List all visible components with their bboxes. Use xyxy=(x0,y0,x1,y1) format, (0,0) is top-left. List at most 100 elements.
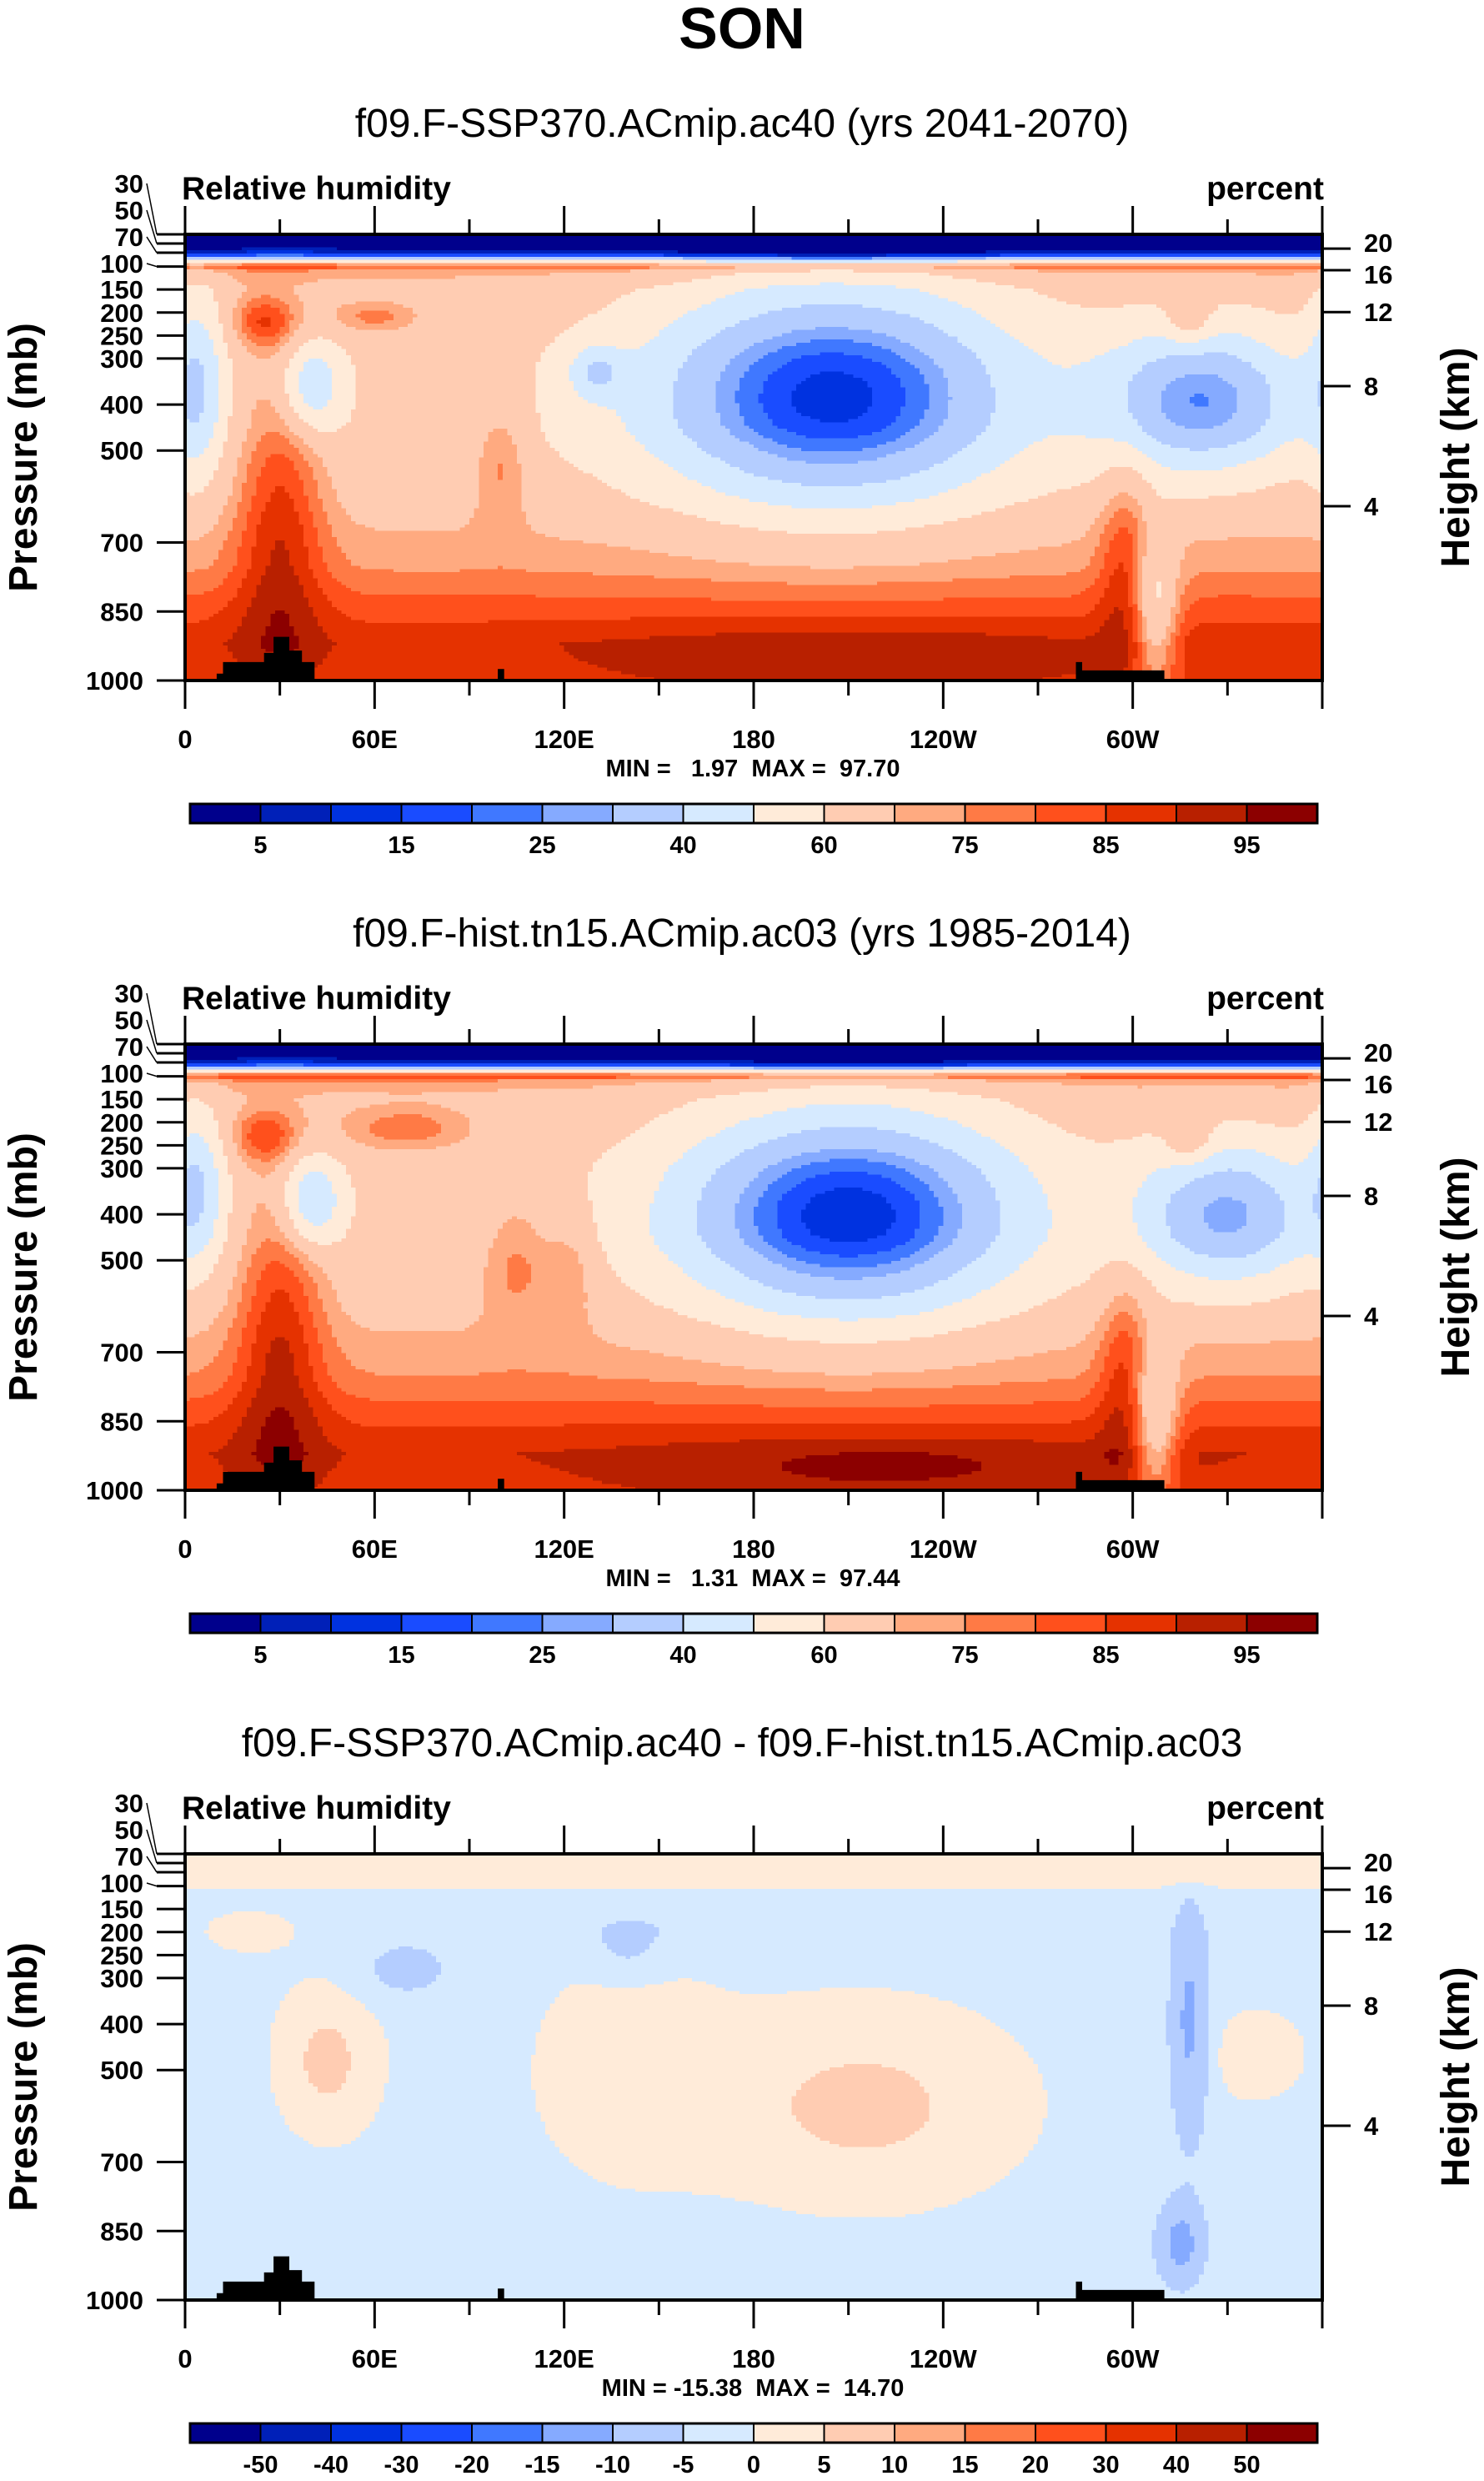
contour-cell xyxy=(1142,1442,1152,1447)
contour-cell xyxy=(223,448,243,452)
contour-cell xyxy=(185,485,205,490)
contour-cell xyxy=(1132,1263,1171,1268)
contour-cell xyxy=(270,294,299,299)
contour-cell xyxy=(242,310,253,315)
contour-cell xyxy=(284,1190,299,1195)
contour-cell xyxy=(1113,1372,1129,1377)
contour-cell xyxy=(1185,1391,1323,1395)
contour-cell xyxy=(715,1171,760,1176)
contour-cell xyxy=(185,1149,210,1153)
contour-cell xyxy=(800,1219,897,1223)
contour-cell xyxy=(1161,1468,1171,1472)
contour-cell xyxy=(303,1155,333,1160)
contour-cell xyxy=(734,355,764,359)
contour-cell xyxy=(318,585,347,589)
contour-cell xyxy=(630,1072,764,1077)
contour-cell xyxy=(232,310,243,315)
contour-cell xyxy=(777,253,887,258)
contour-cell xyxy=(1137,555,1143,560)
contour-cell xyxy=(284,434,299,439)
contour-cell xyxy=(185,1302,228,1306)
contour-cell xyxy=(1203,1174,1257,1179)
contour-cell xyxy=(237,1349,253,1354)
contour-cell xyxy=(246,1312,262,1316)
contour-cell xyxy=(232,1276,248,1281)
contour-cell xyxy=(1189,399,1210,404)
contour-cell xyxy=(218,1461,262,1466)
contour-cell xyxy=(673,282,821,286)
contour-cell xyxy=(185,511,224,515)
contour-cell xyxy=(957,1474,1129,1479)
contour-cell xyxy=(1132,588,1138,592)
contour-cell xyxy=(905,1241,930,1246)
contour-cell xyxy=(687,1273,745,1278)
contour-cell xyxy=(1137,588,1143,592)
contour-cell xyxy=(228,1337,243,1341)
contour-cell xyxy=(1180,1433,1191,1437)
contour-cell xyxy=(185,460,219,465)
contour-cell xyxy=(318,664,599,669)
contour-cell xyxy=(274,1407,285,1412)
contour-cell xyxy=(1185,667,1323,672)
contour-cell xyxy=(1180,1414,1186,1418)
contour-cell xyxy=(213,559,238,564)
figure-title: SON xyxy=(679,0,805,61)
contour-cell xyxy=(654,1193,703,1198)
contour-cell xyxy=(484,1283,509,1288)
contour-cell xyxy=(318,1417,347,1421)
contour-cell xyxy=(701,1139,769,1144)
contour-cell xyxy=(905,448,963,452)
contour-cell xyxy=(678,377,721,382)
contour-cell xyxy=(786,530,878,535)
contour-cell xyxy=(185,1235,214,1239)
contour-cell xyxy=(185,1203,205,1208)
contour-cell xyxy=(1104,1391,1129,1395)
contour-cell xyxy=(739,377,769,382)
contour-cell xyxy=(895,1216,920,1220)
contour-cell xyxy=(1137,524,1148,529)
contour-cell xyxy=(1222,377,1266,382)
contour-cell xyxy=(521,1289,584,1293)
height-tick-label: 20 xyxy=(1364,229,1392,258)
contour-cell xyxy=(559,1468,783,1472)
contour-cell xyxy=(706,450,769,455)
contour-cell xyxy=(1194,1379,1323,1383)
contour-cell xyxy=(336,1464,551,1469)
contour-cell xyxy=(1137,642,1143,646)
contour-cell xyxy=(1123,1452,1134,1456)
contour-cell xyxy=(1236,464,1323,468)
contour-cell xyxy=(265,1356,295,1360)
contour-cell xyxy=(1185,664,1323,669)
contour-cell xyxy=(232,361,290,366)
contour-cell xyxy=(1146,1419,1171,1424)
contour-cell xyxy=(768,1088,930,1092)
contour-cell xyxy=(218,364,233,369)
contour-cell xyxy=(185,1382,224,1386)
contour-cell xyxy=(185,515,219,519)
contour-cell xyxy=(251,495,271,500)
contour-cell xyxy=(810,1228,887,1233)
contour-cell xyxy=(232,1136,243,1141)
contour-cell xyxy=(1185,374,1219,379)
contour-cell xyxy=(905,1187,930,1192)
contour-cell xyxy=(862,1276,949,1281)
contour-cell xyxy=(298,1312,314,1316)
contour-cell xyxy=(308,339,333,344)
contour-cell xyxy=(185,279,238,283)
contour-cell xyxy=(318,489,338,494)
contour-cell xyxy=(606,483,703,487)
contour-cell xyxy=(384,320,414,324)
contour-cell xyxy=(246,527,257,531)
contour-cell xyxy=(1090,610,1115,615)
contour-cell xyxy=(1317,1107,1323,1112)
contour-cell xyxy=(1312,336,1323,340)
contour-cell xyxy=(246,317,262,321)
contour-cell xyxy=(298,371,333,375)
contour-cell xyxy=(1171,1228,1214,1233)
contour-cell xyxy=(308,562,328,567)
contour-cell xyxy=(985,1248,1039,1252)
contour-cell xyxy=(1180,1474,1323,1479)
contour-cell xyxy=(289,620,318,624)
contour-cell xyxy=(1005,1146,1171,1150)
contour-cell xyxy=(313,1276,328,1281)
